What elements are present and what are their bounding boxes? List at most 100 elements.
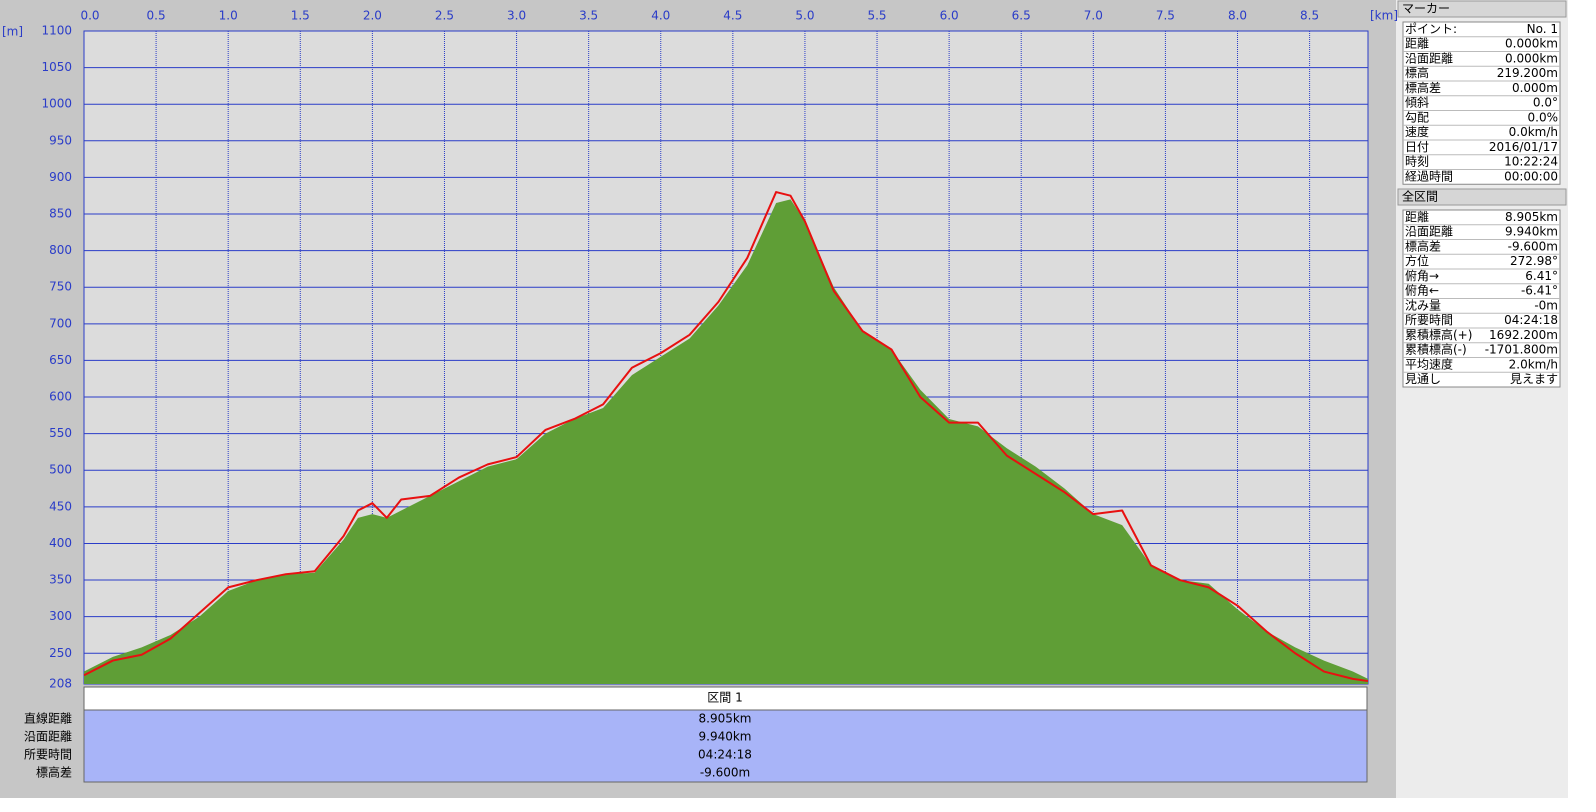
field-label: 俯角← <box>1405 283 1439 298</box>
field-value: 0.000km <box>1505 37 1558 51</box>
y-tick-label: 600 <box>49 390 72 404</box>
field-label: 勾配 <box>1405 110 1429 124</box>
field-value: 見えます <box>1510 372 1558 386</box>
field-value: 10:22:24 <box>1504 155 1558 169</box>
y-tick-label: 950 <box>49 133 72 147</box>
section-label: 標高差 <box>36 765 72 780</box>
y-tick-label: 800 <box>49 243 72 257</box>
y-tick-label: 208 <box>49 677 72 691</box>
field-value: -0m <box>1534 298 1558 312</box>
x-tick-label: 1.5 <box>291 9 310 23</box>
section-label: 直線距離 <box>24 711 72 726</box>
panel-header-box <box>1397 188 1567 206</box>
section-body <box>83 709 1368 783</box>
field-label: 標高 <box>1405 65 1429 80</box>
y-tick-label: 400 <box>49 536 72 550</box>
panel-header-box <box>1397 0 1567 18</box>
x-tick-label: 5.0 <box>795 9 814 23</box>
field-value: 00:00:00 <box>1504 169 1558 183</box>
y-tick-label: 550 <box>49 426 72 440</box>
field-value: 0.0% <box>1528 110 1559 124</box>
track-line <box>83 191 1369 683</box>
field-value: 1692.200m <box>1489 328 1558 342</box>
panel-header: 全区間 <box>1402 189 1438 204</box>
x-tick-label: 1.0 <box>219 9 238 23</box>
y-tick-label: 900 <box>49 170 72 184</box>
field-value: -6.41° <box>1521 284 1558 298</box>
section-value: 8.905km <box>699 712 752 726</box>
field-label: 標高差 <box>1405 80 1441 95</box>
field-value: 219.200m <box>1497 66 1558 80</box>
field-label: 見通し <box>1405 372 1441 386</box>
section-label: 沿面距離 <box>24 730 72 744</box>
x-tick-label: 5.5 <box>867 9 886 23</box>
field-value: 2016/01/17 <box>1489 140 1558 154</box>
field-value: 2.0km/h <box>1509 357 1558 371</box>
field-label: 経過時間 <box>1405 169 1453 183</box>
x-tick-label: 7.0 <box>1084 9 1103 23</box>
field-value: No. 1 <box>1527 22 1558 36</box>
x-tick-label: 4.0 <box>651 9 670 23</box>
x-tick-label: 4.5 <box>723 9 742 23</box>
y-tick-label: 1050 <box>41 60 72 74</box>
field-label: 俯角→ <box>1405 268 1439 283</box>
y-axis-label: [m] <box>2 25 23 39</box>
field-label: 平均速度 <box>1405 356 1453 371</box>
x-tick-label: 8.0 <box>1228 9 1247 23</box>
field-label: 時刻 <box>1405 155 1429 169</box>
x-tick-label: 0.0 <box>80 9 99 23</box>
section-value: 04:24:18 <box>698 748 752 762</box>
field-value: 0.0km/h <box>1509 125 1558 139</box>
y-tick-label: 300 <box>49 609 72 623</box>
field-label: 累積標高(-) <box>1405 342 1467 357</box>
panel-header: マーカー <box>1402 2 1450 16</box>
x-tick-label: 0.5 <box>147 9 166 23</box>
y-tick-label: 700 <box>49 316 72 330</box>
field-label: 沈み量 <box>1405 297 1441 312</box>
y-tick-label: 650 <box>49 353 72 367</box>
x-tick-label: 3.5 <box>579 9 598 23</box>
y-tick-label: 350 <box>49 573 72 587</box>
x-tick-label: 7.5 <box>1156 9 1175 23</box>
field-label: 標高差 <box>1405 238 1441 253</box>
field-label: 日付 <box>1405 140 1429 154</box>
field-value: 0.000km <box>1505 51 1558 65</box>
x-tick-label: 2.0 <box>363 9 382 23</box>
field-value: 0.000m <box>1512 81 1558 95</box>
y-tick-label: 1100 <box>41 24 72 38</box>
field-label: 所要時間 <box>1405 313 1453 327</box>
field-label: 距離 <box>1405 37 1429 51</box>
field-value: 04:24:18 <box>1504 313 1558 327</box>
field-value: 9.940km <box>1505 225 1558 239</box>
y-tick-label: 1000 <box>41 97 72 111</box>
y-tick-label: 500 <box>49 463 72 477</box>
field-label: 速度 <box>1405 124 1429 139</box>
field-value: 0.0° <box>1533 96 1558 110</box>
x-tick-label: 2.5 <box>435 9 454 23</box>
section-header: 区間 1 <box>707 691 742 705</box>
field-value: -1701.800m <box>1485 343 1558 357</box>
x-tick-label: 6.0 <box>940 9 959 23</box>
section-label: 所要時間 <box>24 748 72 762</box>
field-label: ポイント: <box>1405 22 1457 36</box>
field-label: 累積標高(+) <box>1405 327 1472 342</box>
x-axis-label: [km] <box>1370 9 1398 23</box>
x-tick-label: 8.5 <box>1300 9 1319 23</box>
field-label: 傾斜 <box>1405 96 1429 110</box>
x-tick-label: 6.5 <box>1012 9 1031 23</box>
section-value: 9.940km <box>699 730 752 744</box>
field-value: 272.98° <box>1510 254 1558 268</box>
field-label: 沿面距離 <box>1405 51 1453 65</box>
x-tick-label: 3.0 <box>507 9 526 23</box>
field-value: -9.600m <box>1508 239 1558 253</box>
section-value: -9.600m <box>700 766 750 780</box>
y-tick-label: 450 <box>49 499 72 513</box>
terrain-area <box>84 199 1368 684</box>
field-label: 方位 <box>1405 253 1429 268</box>
panel-table <box>1402 21 1561 185</box>
field-value: 6.41° <box>1525 269 1558 283</box>
field-label: 沿面距離 <box>1405 225 1453 239</box>
y-tick-label: 850 <box>49 207 72 221</box>
